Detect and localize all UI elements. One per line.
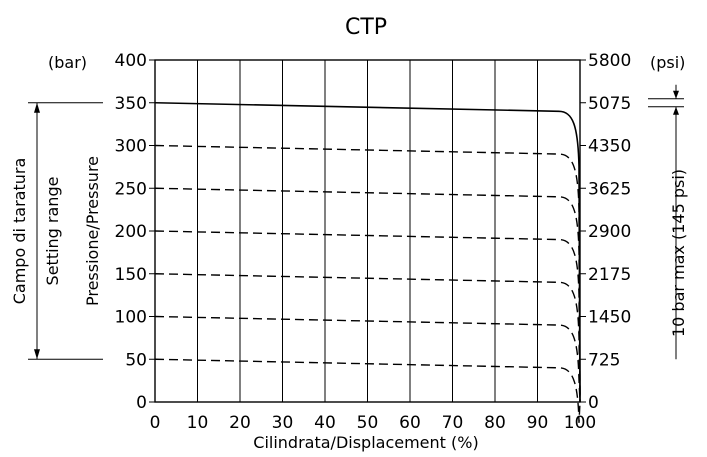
x-tick-label: 40 bbox=[314, 413, 336, 433]
pressure-curve-250 bbox=[154, 187, 581, 403]
y-tick-label-bar: 400 bbox=[115, 51, 147, 71]
y-axis-label: Pressione/Pressure bbox=[83, 156, 102, 306]
setting-range-arrow-top bbox=[34, 102, 40, 113]
x-tick-label: 10 bbox=[187, 413, 209, 433]
pressure-curve-100 bbox=[154, 315, 581, 403]
x-tick-label: 90 bbox=[527, 413, 549, 433]
y-tick-label-bar: 150 bbox=[115, 265, 147, 285]
y-tick-label-bar: 250 bbox=[115, 179, 147, 199]
left-unit-label: (bar) bbox=[48, 53, 87, 72]
setting-range-arrow-bottom bbox=[34, 349, 40, 360]
x-tick-label: 30 bbox=[272, 413, 294, 433]
tolerance-arrow-top bbox=[673, 90, 679, 99]
y-tick-label-psi: 3625 bbox=[588, 179, 631, 199]
annotation-layer bbox=[28, 84, 684, 360]
y-tick-label-psi: 2900 bbox=[588, 222, 631, 242]
grid-layer bbox=[197, 60, 538, 402]
x-tick-label: 70 bbox=[442, 413, 464, 433]
x-tick-label: 80 bbox=[484, 413, 506, 433]
y-tick-label-psi: 2175 bbox=[588, 265, 631, 285]
pressure-curve-50 bbox=[154, 358, 581, 423]
y-tick-label-psi: 0 bbox=[588, 393, 599, 413]
setting-range-label-en: Setting range bbox=[43, 177, 62, 286]
chart-title: CTP bbox=[345, 15, 387, 40]
y-tick-label-bar: 200 bbox=[115, 222, 147, 242]
x-tick-label: 20 bbox=[229, 413, 251, 433]
curves-layer bbox=[154, 101, 581, 423]
pressure-curve-150 bbox=[154, 273, 581, 403]
x-tick-label: 100 bbox=[564, 413, 596, 433]
y-tick-label-bar: 50 bbox=[125, 350, 147, 370]
x-tick-label: 60 bbox=[399, 413, 421, 433]
y-tick-label-psi: 1450 bbox=[588, 308, 631, 328]
pressure-curve-200 bbox=[154, 230, 581, 403]
y-tick-label-psi: 4350 bbox=[588, 137, 631, 157]
right-unit-label: (psi) bbox=[650, 53, 685, 72]
x-tick-label: 50 bbox=[357, 413, 379, 433]
y-tick-label-bar: 350 bbox=[115, 94, 147, 114]
y-tick-label-bar: 100 bbox=[115, 308, 147, 328]
setting-range-label-it: Campo di taratura bbox=[10, 158, 29, 305]
y-tick-label-psi: 5075 bbox=[588, 94, 631, 114]
pressure-curve-350 bbox=[154, 101, 581, 403]
tolerance-arrow-bottom bbox=[673, 106, 679, 115]
y-tick-label-psi: 5800 bbox=[588, 51, 631, 71]
y-tick-label-bar: 0 bbox=[136, 393, 147, 413]
pressure-curve-300 bbox=[154, 144, 581, 403]
x-axis-label: Cilindrata/Displacement (%) bbox=[253, 433, 478, 452]
y-tick-label-psi: 725 bbox=[588, 350, 620, 370]
x-tick-label: 0 bbox=[150, 413, 161, 433]
y-tick-label-bar: 300 bbox=[115, 137, 147, 157]
max-tolerance-note: 10 bar max (145 psi) bbox=[669, 169, 688, 337]
